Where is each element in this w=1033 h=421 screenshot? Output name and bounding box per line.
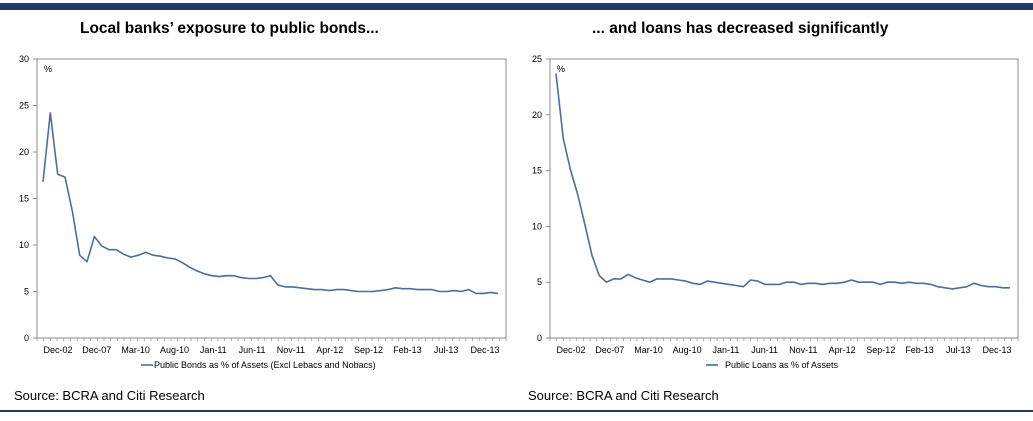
x-tick-label: Feb-13 xyxy=(393,345,422,355)
bonds-chart: 0 5 10 15 20 25 30% Dec-02 Dec-07 Mar-10 Aug-10 Jan… xyxy=(19,54,507,370)
x-tick-label: Jun-11 xyxy=(751,345,778,355)
y-tick-label: 30 xyxy=(19,54,29,64)
bottom-rule xyxy=(0,410,1033,412)
series-line xyxy=(555,73,1010,290)
y-tick-label: 20 xyxy=(532,110,542,120)
x-tick-label: Mar-10 xyxy=(121,345,150,355)
x-tick-label: Nov-11 xyxy=(277,345,305,355)
right-chart-title: ... and loans has decreased significantl… xyxy=(592,20,889,37)
y-tick-label: 0 xyxy=(24,333,29,343)
x-tick-label: Aug-10 xyxy=(673,345,702,355)
top-rule xyxy=(0,3,1033,10)
x-tick-label: Dec-07 xyxy=(595,345,624,355)
left-source-note: Source: BCRA and Citi Research xyxy=(14,388,205,403)
x-tick-label: Jul-13 xyxy=(946,345,971,355)
x-tick-label: Feb-13 xyxy=(905,345,934,355)
y-tick-label: 10 xyxy=(19,240,29,250)
y-tick-label: 25 xyxy=(532,54,542,64)
y-tick-label: 0 xyxy=(537,333,542,343)
x-tick-label: Jan-11 xyxy=(200,345,227,355)
x-tick-label: Sep-12 xyxy=(866,345,895,355)
x-tick-label: Jan-11 xyxy=(712,345,739,355)
unit-label: % xyxy=(44,64,52,74)
x-tick-label: Jul-13 xyxy=(434,345,459,355)
y-tick-label: 15 xyxy=(19,194,29,204)
loans-chart: 0 5 10 15 20 25% Dec-02 Dec-07 Mar-10 Aug-10 Jan-1… xyxy=(532,54,1019,370)
plot-frame xyxy=(549,58,1019,339)
x-tick-label: Mar-10 xyxy=(634,345,663,355)
legend-label: Public Bonds as % of Assets (Excl Lebacs… xyxy=(154,360,376,370)
x-tick-label: Dec-07 xyxy=(82,345,111,355)
y-tick-label: 5 xyxy=(537,277,542,287)
x-tick-label: Sep-12 xyxy=(354,345,383,355)
y-tick-label: 5 xyxy=(24,287,29,297)
legend-label: Public Loans as % of Assets xyxy=(725,360,839,370)
x-tick-label: Aug-10 xyxy=(160,345,189,355)
y-tick-label: 10 xyxy=(532,221,542,231)
right-source-note: Source: BCRA and Citi Research xyxy=(528,388,719,403)
plot-frame xyxy=(36,58,507,339)
left-chart-title: Local banks’ exposure to public bonds... xyxy=(80,20,379,37)
series-line xyxy=(42,112,499,295)
y-tick-label: 25 xyxy=(19,101,29,111)
y-tick-label: 15 xyxy=(532,166,542,176)
x-tick-label: Dec-13 xyxy=(982,345,1011,355)
x-tick-label: Jun-11 xyxy=(239,345,266,355)
unit-label: % xyxy=(557,64,565,74)
x-tick-label: Dec-13 xyxy=(470,345,499,355)
x-tick-label: Apr-12 xyxy=(316,345,343,355)
x-tick-label: Dec-02 xyxy=(43,345,72,355)
y-tick-label: 20 xyxy=(19,147,29,157)
x-tick-label: Nov-11 xyxy=(789,345,817,355)
x-tick-label: Dec-02 xyxy=(556,345,585,355)
x-tick-label: Apr-12 xyxy=(829,345,856,355)
